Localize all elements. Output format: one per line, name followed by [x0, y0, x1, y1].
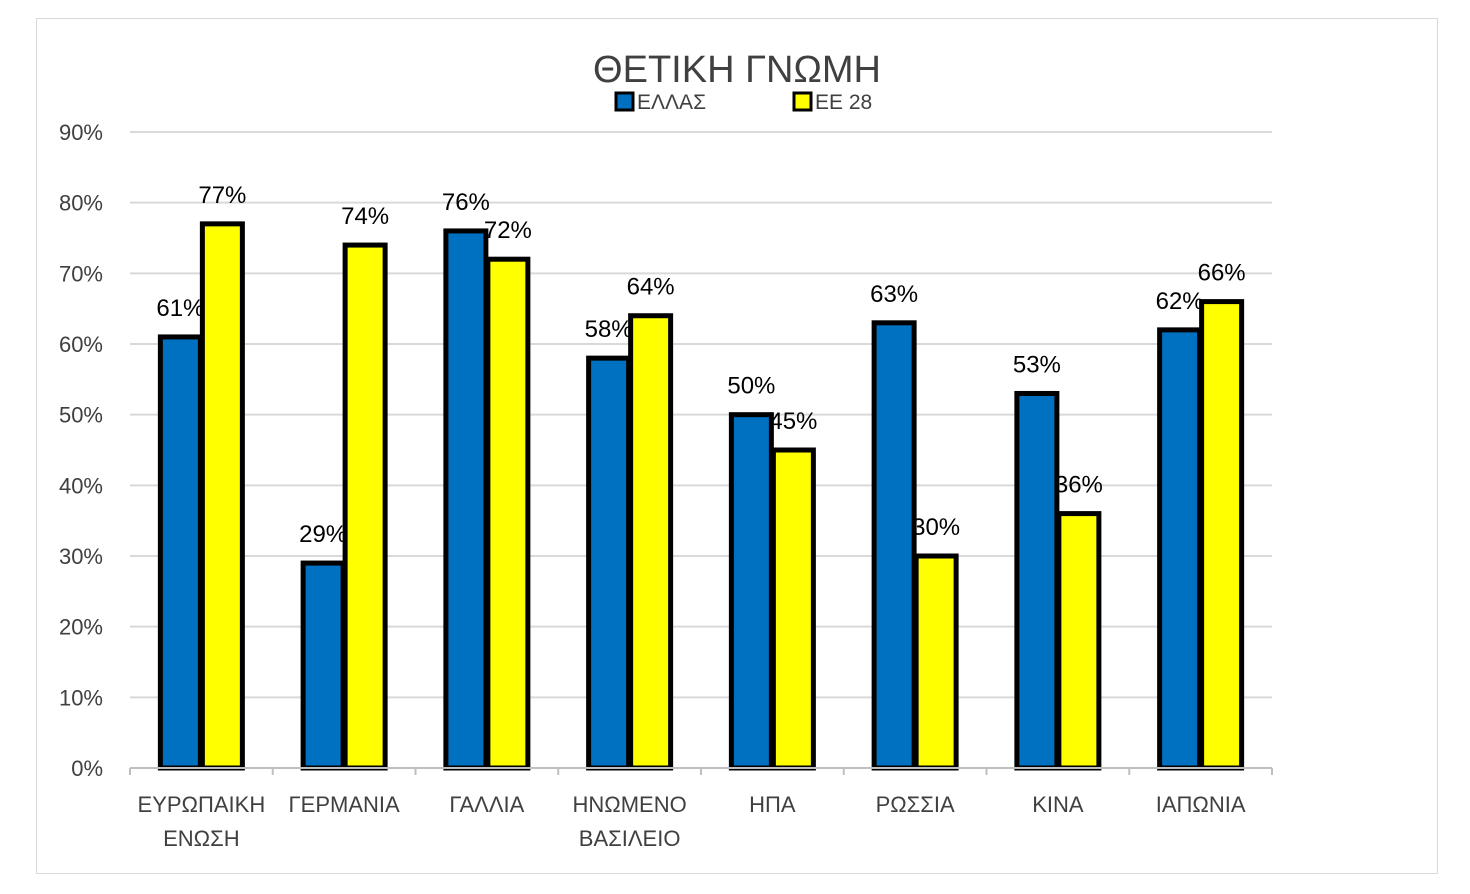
data-label: 61% — [156, 295, 204, 322]
data-label: 76% — [442, 189, 490, 216]
data-labels: 61% 29% 76% 58% 50% 63% 53% 62% 77% 74% 72% 64% 45% 3… — [156, 182, 1245, 548]
bar-ee28 — [1199, 299, 1245, 771]
y-tick-label: 90% — [59, 120, 103, 145]
bar-ee28 — [628, 313, 674, 771]
legend-swatch-ee28 — [792, 91, 813, 112]
chart-title: ΘΕΤΙΚΗ ΓΝΩΜΗ — [593, 49, 881, 91]
bar-ellas — [728, 412, 774, 771]
data-label: 72% — [484, 217, 532, 244]
bar-ellas — [1157, 327, 1203, 771]
data-label: 63% — [870, 281, 918, 308]
data-label: 58% — [585, 316, 633, 343]
y-tick-label: 20% — [59, 615, 103, 640]
bar-ellas — [157, 334, 203, 771]
legend-swatch-ellas — [614, 91, 635, 112]
x-category-label: ΓΑΛΛΙΑ — [449, 792, 524, 817]
data-label: 74% — [341, 203, 389, 230]
bar-ellas — [586, 355, 632, 771]
data-label: 50% — [727, 373, 775, 400]
data-label: 53% — [1013, 351, 1061, 378]
y-tick-label: 30% — [59, 544, 103, 569]
data-label: 77% — [198, 182, 246, 209]
bar-ee28 — [485, 256, 531, 771]
y-tick-label: 80% — [59, 191, 103, 216]
legend: ΕΛΛΑΣ ΕΕ 28 — [614, 91, 872, 114]
legend-label-ellas: ΕΛΛΑΣ — [637, 91, 706, 114]
bar-ellas — [871, 320, 917, 771]
data-label: 45% — [769, 408, 817, 435]
x-category-label: ΚΙΝΑ — [1032, 792, 1084, 817]
y-tick-label: 40% — [59, 473, 103, 498]
data-label: 30% — [912, 514, 960, 541]
x-axis: ΕΥΡΩΠΑΙΚΗ ΕΝΩΣΗ ΓΕΡΜΑΝΙΑ ΓΑΛΛΙΑ ΗΝΩΜΕΝΟ ΒΑΣΙΛ… — [129, 767, 1273, 851]
x-category-label: ΗΝΩΜΕΝΟ ΒΑΣΙΛΕΙΟ — [573, 792, 687, 851]
x-category-label: ΗΠΑ — [749, 792, 796, 817]
bar-ellas — [443, 228, 489, 771]
legend-label-ee28: ΕΕ 28 — [815, 91, 872, 114]
data-label: 29% — [299, 521, 347, 548]
bar-ee28 — [199, 221, 245, 771]
x-category-label: ΕΥΡΩΠΑΙΚΗ ΕΝΩΣΗ — [138, 792, 266, 851]
bar-ellas — [1014, 390, 1060, 771]
bar-ee28 — [342, 242, 388, 771]
data-label: 36% — [1055, 472, 1103, 499]
bar-ellas — [300, 560, 346, 771]
y-tick-label: 10% — [59, 685, 103, 710]
y-tick-label: 50% — [59, 403, 103, 428]
y-axis: 0% 10% 20% 30% 40% 50% 60% 70% 80% 90% — [59, 120, 103, 781]
x-category-label: ΡΩΣΣΙΑ — [876, 792, 955, 817]
bar-ee28 — [1056, 511, 1102, 771]
x-category-label: ΙΑΠΩΝΙΑ — [1156, 792, 1246, 817]
bars — [157, 221, 1245, 771]
y-tick-label: 70% — [59, 261, 103, 286]
bar-ee28 — [770, 447, 816, 771]
x-category-label: ΓΕΡΜΑΝΙΑ — [289, 792, 400, 817]
data-label: 64% — [627, 274, 675, 301]
data-label: 62% — [1156, 288, 1204, 315]
bar-ee28 — [913, 553, 959, 771]
y-tick-label: 60% — [59, 332, 103, 357]
y-tick-label: 0% — [71, 756, 103, 781]
data-label: 66% — [1198, 260, 1246, 287]
